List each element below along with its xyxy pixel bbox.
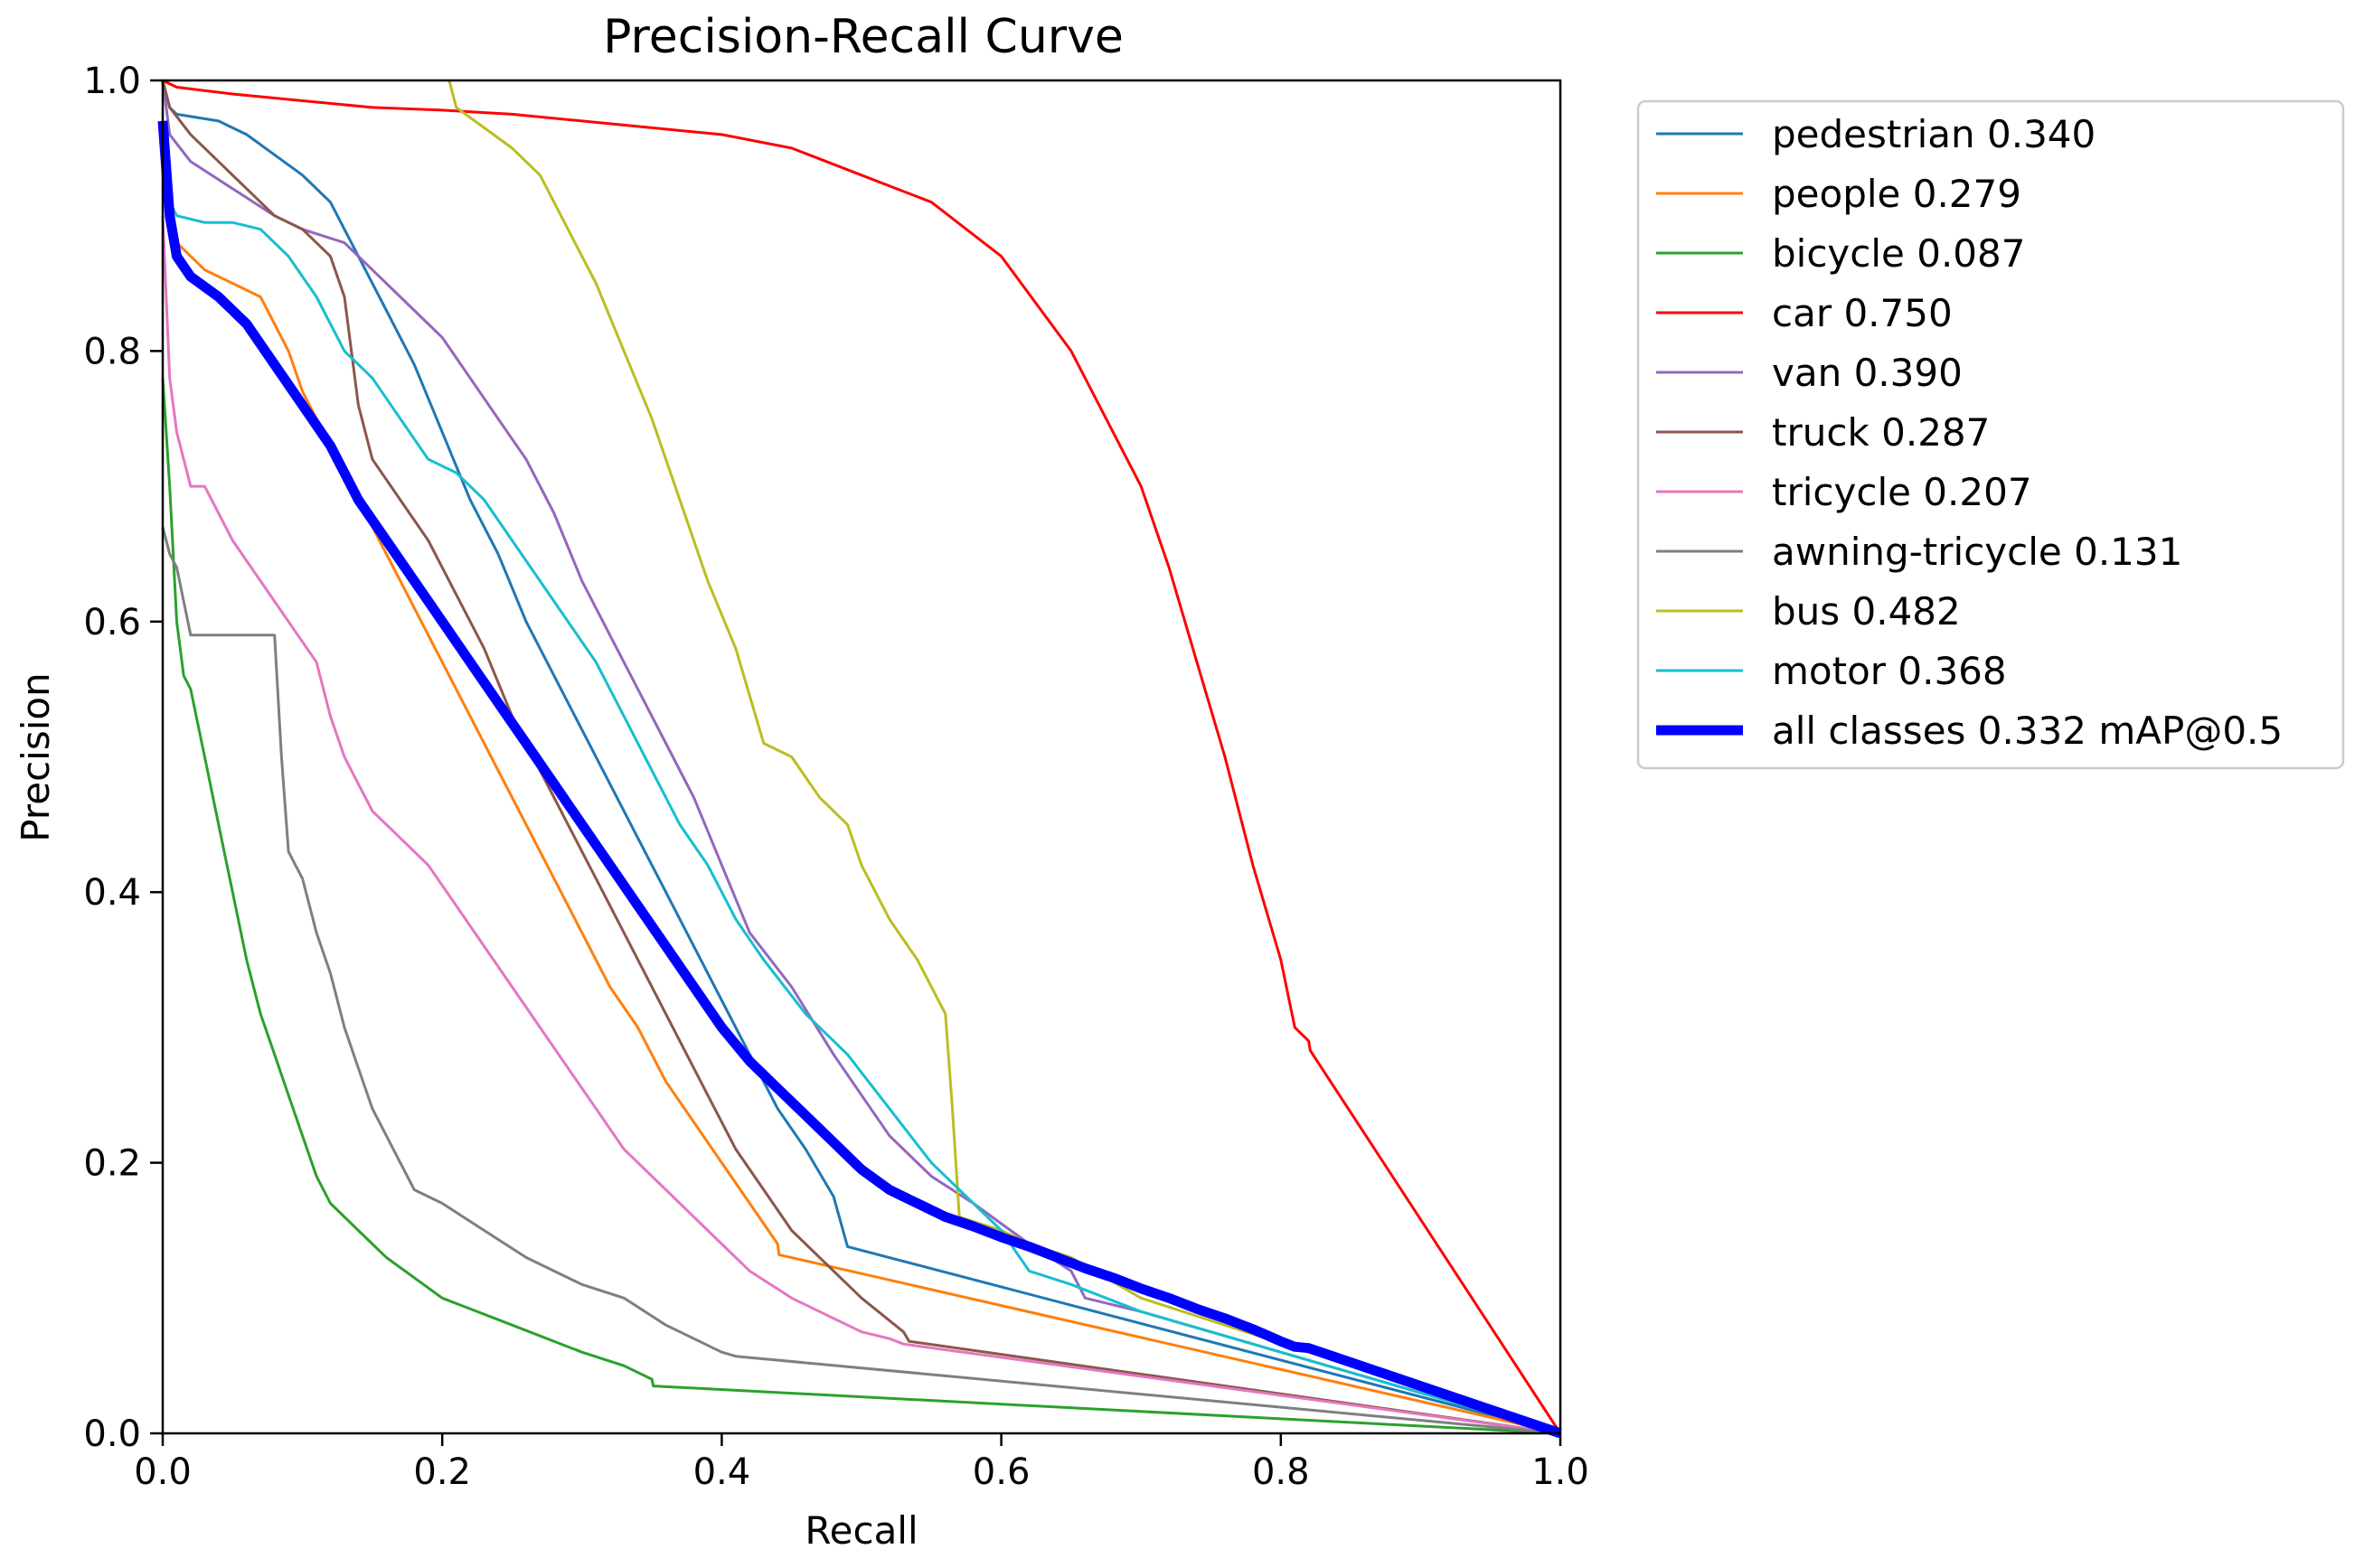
- legend-label: car 0.750: [1772, 291, 1953, 335]
- legend-label: people 0.279: [1772, 172, 2021, 216]
- legend-label: all classes 0.332 mAP@0.5: [1772, 709, 2283, 753]
- series-line-tricycle: [161, 215, 1561, 1435]
- plot-area: [163, 80, 1560, 1433]
- series-line-motor: [161, 147, 1561, 1435]
- y-tick-label: 1.0: [83, 61, 141, 102]
- x-tick-label: 0.4: [693, 1451, 751, 1493]
- y-axis-label: Precision: [14, 672, 58, 841]
- series-line-car: [162, 79, 1562, 1434]
- x-axis: 0.0 0.2 0.4 0.6 0.8 1.0: [134, 1433, 1589, 1493]
- y-tick-label: 0.6: [83, 602, 141, 643]
- legend-label: bicycle 0.087: [1772, 231, 2025, 276]
- x-tick-label: 0.0: [134, 1451, 192, 1493]
- chart-title: Precision-Recall Curve: [603, 10, 1124, 64]
- x-tick-label: 0.2: [413, 1451, 471, 1493]
- legend-frame: [1636, 99, 2345, 770]
- plot-frame: [161, 79, 1562, 1435]
- legend-label: van 0.390: [1772, 351, 1963, 395]
- legend-label: tricycle 0.207: [1772, 470, 2032, 514]
- series-line-awning-tricycle: [161, 526, 1561, 1435]
- series-line-bus: [447, 80, 1561, 1435]
- y-tick-label: 0.4: [83, 872, 141, 914]
- x-tick-label: 0.6: [973, 1451, 1031, 1493]
- series-layer: [157, 79, 1562, 1439]
- series-line-people: [161, 188, 1561, 1435]
- y-tick-label: 0.2: [83, 1143, 141, 1185]
- legend-label: awning-tricycle 0.131: [1772, 530, 2182, 574]
- legend-label: pedestrian 0.340: [1772, 112, 2096, 156]
- series-line-van: [161, 80, 1561, 1435]
- legend-label: truck 0.287: [1772, 410, 1990, 455]
- y-axis: 0.0 0.2 0.4 0.6 0.8 1.0: [83, 61, 163, 1455]
- series-line-all-classes: [157, 120, 1562, 1439]
- legend-label: motor 0.368: [1772, 649, 2007, 693]
- x-axis-label: Recall: [805, 1508, 918, 1553]
- legend: pedestrian 0.340 people 0.279 bicycle 0.08…: [1636, 99, 2345, 770]
- y-tick-label: 0.0: [83, 1413, 141, 1455]
- y-tick-label: 0.8: [83, 331, 141, 372]
- legend-label: bus 0.482: [1772, 589, 1961, 634]
- x-tick-label: 1.0: [1531, 1451, 1589, 1493]
- x-tick-label: 0.8: [1252, 1451, 1310, 1493]
- series-line-bicycle: [161, 378, 1561, 1435]
